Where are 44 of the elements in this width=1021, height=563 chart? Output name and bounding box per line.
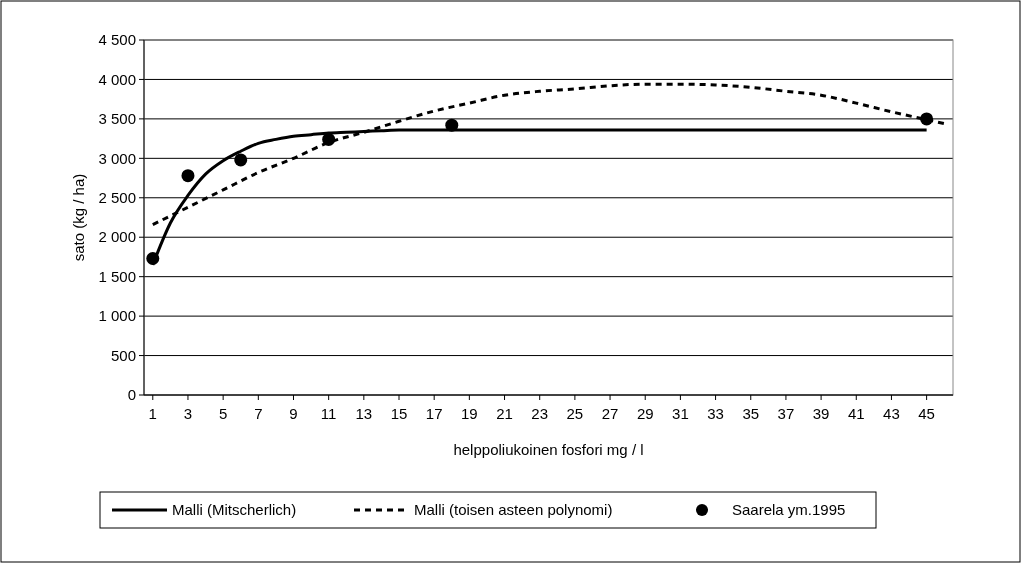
x-tick-label: 31: [672, 405, 689, 422]
point: [181, 169, 195, 183]
y-tick-label: 4 000: [98, 70, 136, 88]
x-tick-label: 41: [847, 405, 865, 422]
x-tick-label: 29: [636, 405, 654, 422]
x-tick-label: 25: [566, 405, 584, 422]
x-tick-label: 27: [601, 405, 619, 422]
y-tick-label: 4 500: [98, 31, 136, 49]
x-tick-label: 13: [355, 405, 373, 422]
y-tick-label: 0: [127, 386, 136, 404]
x-tick-label: 11: [320, 405, 337, 422]
x-axis-title: helppoliukoinen fosfori mg / l: [453, 441, 644, 458]
x-tick-label: 39: [812, 405, 830, 422]
x-tick-label: 45: [918, 405, 935, 422]
x-tick-label: 33: [707, 405, 724, 422]
point: [234, 153, 248, 167]
point: [322, 132, 336, 146]
y-tick-label: 2 500: [98, 189, 136, 207]
point: [445, 118, 459, 132]
x-tick-label: 9: [289, 405, 298, 422]
y-tick-label: 3 000: [98, 149, 136, 167]
y-axis-title: sato (kg / ha): [70, 173, 87, 262]
point: [146, 252, 160, 266]
x-tick-label: 15: [390, 405, 408, 422]
x-tick-label: 37: [777, 405, 795, 422]
y-tick-label: 3 500: [98, 110, 136, 128]
y-tick-label: 500: [110, 346, 136, 364]
x-tick-label: 5: [218, 405, 228, 422]
x-tick-label: 23: [531, 405, 549, 422]
y-tick-label: 1 000: [98, 307, 136, 325]
legend-label: Malli (toisen asteen polynomi): [414, 501, 613, 519]
x-tick-label: 19: [461, 405, 478, 422]
x-tick-label: 17: [425, 405, 443, 422]
x-tick-label: 7: [254, 405, 263, 422]
legend-label: Saarela ym.1995: [732, 501, 846, 519]
y-tick-label: 2 000: [98, 228, 136, 246]
point: [920, 112, 934, 126]
x-tick-label: 35: [742, 405, 760, 422]
x-tick-label: 3: [183, 405, 193, 422]
x-tick-label: 1: [148, 405, 157, 422]
x-tick-label: 21: [496, 405, 513, 422]
x-tick-label: 43: [883, 405, 900, 422]
legend-label: Malli (Mitscherlich): [172, 501, 297, 519]
y-tick-label: 1 500: [98, 267, 136, 285]
